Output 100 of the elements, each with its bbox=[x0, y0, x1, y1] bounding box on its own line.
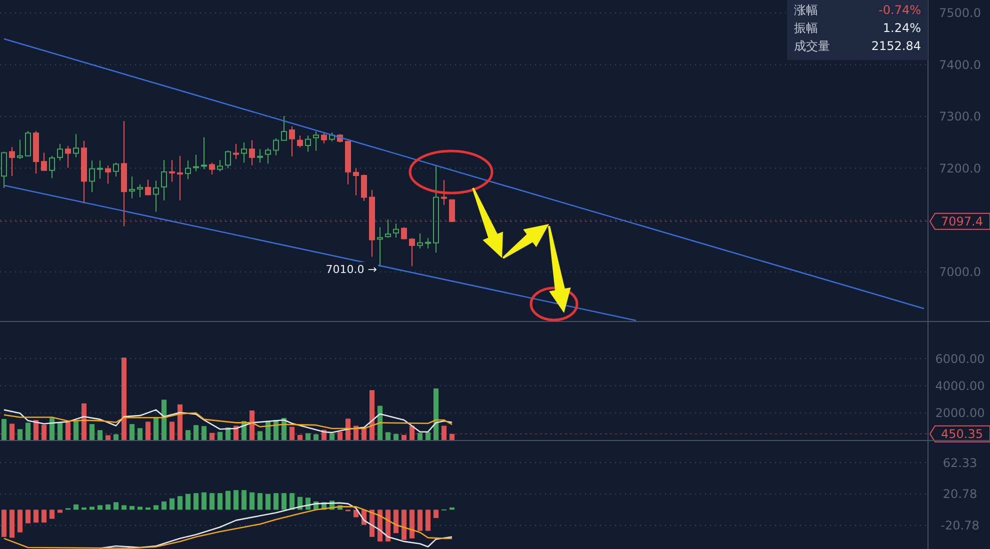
line-series bbox=[99, 502, 453, 549]
candlestick bbox=[49, 155, 55, 179]
bar bbox=[346, 418, 350, 440]
bar bbox=[234, 426, 238, 440]
candlestick bbox=[201, 136, 207, 170]
bar bbox=[106, 504, 110, 510]
bar bbox=[130, 424, 134, 440]
bar bbox=[122, 505, 126, 510]
bar bbox=[210, 432, 214, 440]
bar bbox=[258, 431, 262, 440]
candlestick bbox=[265, 148, 271, 164]
bar bbox=[194, 425, 198, 440]
bar bbox=[330, 433, 334, 440]
bar bbox=[186, 430, 190, 440]
bar bbox=[426, 510, 430, 531]
bar bbox=[362, 428, 366, 440]
candlestick bbox=[137, 184, 143, 198]
line-series bbox=[3, 506, 453, 549]
bar bbox=[266, 494, 270, 510]
bar bbox=[226, 490, 230, 510]
candlestick bbox=[321, 132, 327, 144]
bar bbox=[34, 510, 38, 523]
bar bbox=[418, 510, 422, 531]
bar bbox=[162, 501, 166, 510]
candlestick bbox=[225, 150, 231, 169]
bar bbox=[394, 510, 398, 534]
bar bbox=[42, 510, 46, 523]
bar bbox=[186, 494, 190, 510]
bar bbox=[218, 432, 222, 440]
bar bbox=[202, 492, 206, 510]
bar bbox=[170, 422, 174, 440]
candlestick bbox=[297, 135, 303, 148]
candlestick bbox=[25, 130, 31, 157]
bar bbox=[98, 430, 102, 440]
candlestick bbox=[17, 139, 23, 160]
bar bbox=[162, 400, 166, 440]
bar bbox=[42, 424, 46, 440]
candlestick bbox=[9, 146, 15, 177]
bar bbox=[402, 434, 406, 440]
candlestick bbox=[105, 165, 111, 184]
annotation: -0.74% bbox=[878, 3, 921, 17]
candlestick bbox=[129, 176, 135, 199]
bar bbox=[58, 422, 62, 440]
y-tick-label: 7500.0 bbox=[939, 6, 981, 20]
bar bbox=[82, 403, 86, 440]
bar bbox=[18, 429, 22, 440]
bar bbox=[50, 510, 54, 519]
candlestick bbox=[417, 233, 423, 250]
candlestick bbox=[441, 180, 447, 206]
y-tick-label: 2000.00 bbox=[935, 406, 985, 420]
bar bbox=[122, 358, 126, 440]
candlestick bbox=[305, 135, 311, 152]
bar bbox=[394, 434, 398, 440]
bar bbox=[138, 506, 142, 510]
bar bbox=[418, 432, 422, 440]
candlestick bbox=[409, 238, 415, 267]
candlestick bbox=[57, 143, 63, 161]
candlestick bbox=[273, 138, 279, 156]
candlestick bbox=[209, 162, 215, 175]
candlestick bbox=[153, 180, 159, 212]
annotation: 7010.0 → bbox=[326, 262, 377, 276]
bar bbox=[234, 490, 238, 510]
annotation: 1.24% bbox=[882, 21, 921, 35]
bar bbox=[98, 505, 102, 510]
ref-line-label: 7097.4 bbox=[941, 214, 983, 229]
candlestick bbox=[361, 174, 367, 202]
bar bbox=[210, 493, 214, 510]
bar bbox=[10, 510, 14, 538]
bar bbox=[434, 510, 438, 518]
bar bbox=[146, 422, 150, 440]
candlestick bbox=[113, 162, 119, 178]
bar bbox=[258, 493, 262, 510]
bar bbox=[314, 434, 318, 440]
y-tick-label: 7000.0 bbox=[939, 265, 981, 280]
bar bbox=[434, 388, 438, 440]
ref-line-label: 450.35 bbox=[941, 427, 983, 442]
bar bbox=[10, 424, 14, 440]
y-tick-label: 6000.00 bbox=[935, 352, 985, 366]
candlestick bbox=[425, 238, 431, 250]
annotation: 振幅 bbox=[794, 21, 818, 35]
candlestick bbox=[289, 126, 295, 157]
candlestick bbox=[1, 151, 7, 188]
candlestick bbox=[89, 160, 95, 193]
bar bbox=[402, 510, 406, 540]
bar bbox=[50, 418, 54, 440]
annotation: 成交量 bbox=[794, 39, 830, 53]
y-tick-label: 62.33 bbox=[942, 456, 978, 470]
y-tick-label: -20.78 bbox=[940, 518, 980, 533]
bar bbox=[2, 510, 6, 537]
bar bbox=[114, 434, 118, 440]
bar bbox=[202, 426, 206, 440]
line-series bbox=[3, 412, 453, 430]
candlestick bbox=[161, 159, 167, 201]
bar bbox=[266, 422, 270, 440]
bar bbox=[90, 424, 94, 440]
bar bbox=[370, 390, 374, 440]
bar bbox=[114, 502, 118, 510]
candlestick bbox=[217, 159, 223, 172]
bar bbox=[338, 432, 342, 440]
candlestick bbox=[169, 159, 175, 182]
